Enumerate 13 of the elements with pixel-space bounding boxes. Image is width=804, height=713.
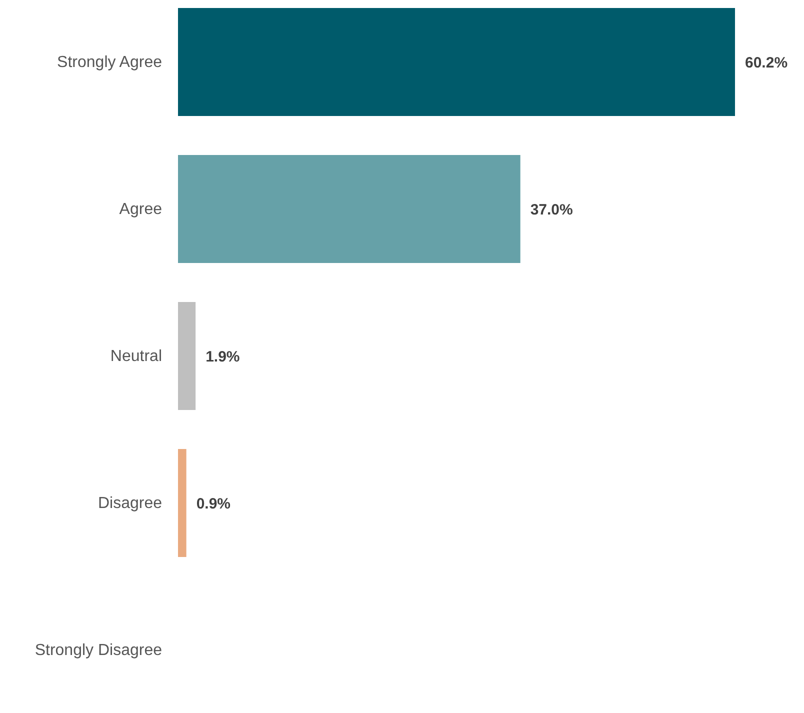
data-label: 60.2% <box>745 54 788 72</box>
y-tick-label: Neutral <box>110 348 162 366</box>
y-tick-label: Strongly Disagree <box>34 642 162 660</box>
bar <box>178 8 735 116</box>
data-label: 37.0% <box>530 201 573 218</box>
data-label: 1.9% <box>206 348 240 366</box>
data-label: 0.9% <box>196 495 231 512</box>
bar <box>178 302 196 410</box>
y-tick-label: Strongly Agree <box>57 54 162 72</box>
bar <box>178 155 520 263</box>
y-tick-label: Disagree <box>98 495 162 512</box>
y-tick-label: Agree <box>119 201 162 218</box>
bar <box>178 449 186 557</box>
